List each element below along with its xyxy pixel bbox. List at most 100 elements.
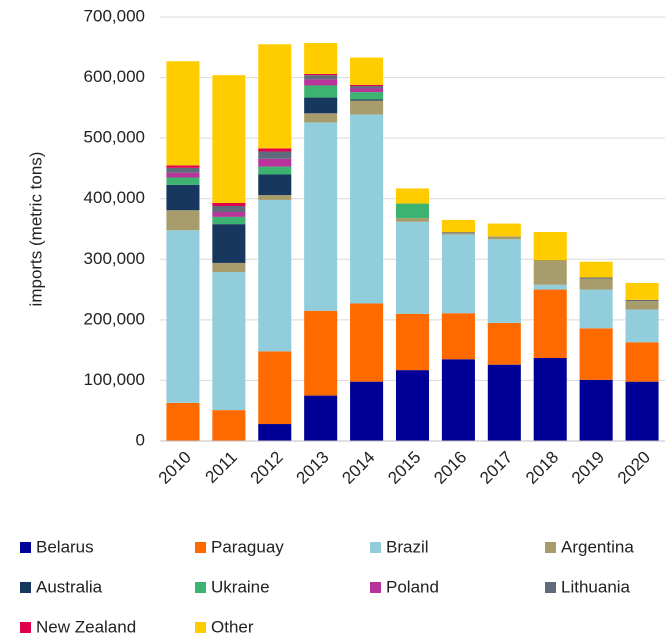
bar-segment bbox=[533, 232, 567, 261]
bar-segment bbox=[258, 151, 292, 159]
bar-segment bbox=[625, 381, 659, 441]
x-tick-label: 2012 bbox=[247, 448, 287, 488]
legend-swatch bbox=[545, 582, 556, 593]
legend-label: New Zealand bbox=[36, 617, 136, 636]
bar-segment bbox=[533, 260, 567, 262]
bar-segment bbox=[533, 284, 567, 290]
legend-label: Ukraine bbox=[211, 577, 270, 596]
legend-swatch bbox=[195, 542, 206, 553]
x-tick-label: 2020 bbox=[614, 448, 654, 488]
x-tick-label: 2017 bbox=[476, 448, 516, 488]
bar-segment bbox=[350, 88, 384, 93]
legend-label: Other bbox=[211, 617, 254, 636]
bar-segment bbox=[487, 322, 521, 365]
x-tick-label: 2018 bbox=[522, 448, 562, 488]
bar-segment bbox=[166, 165, 200, 168]
y-tick-label: 100,000 bbox=[84, 370, 145, 389]
bar-segment bbox=[487, 364, 521, 441]
legend-swatch bbox=[545, 542, 556, 553]
bar-segment bbox=[166, 230, 200, 403]
bar-segment bbox=[166, 61, 200, 166]
bar-segment bbox=[625, 309, 659, 343]
bar-segment bbox=[395, 203, 430, 219]
bar-segment bbox=[212, 410, 246, 441]
x-tick-label: 2011 bbox=[202, 448, 241, 487]
bar-segment bbox=[304, 85, 338, 98]
bar-segment bbox=[441, 232, 475, 233]
bar-segment bbox=[304, 122, 338, 311]
bar-segment bbox=[395, 218, 430, 222]
bar-segment bbox=[212, 75, 246, 203]
legend-swatch bbox=[20, 582, 31, 593]
legend-label: Poland bbox=[386, 577, 439, 596]
bar-segment bbox=[579, 289, 613, 329]
legend-swatch bbox=[195, 622, 206, 633]
bar-segment bbox=[212, 205, 246, 213]
y-tick-label: 300,000 bbox=[84, 249, 145, 268]
bar-segment bbox=[304, 113, 338, 123]
bar-segment bbox=[212, 224, 246, 263]
legend-label: Paraguay bbox=[211, 537, 284, 556]
bar-segment bbox=[212, 202, 246, 206]
y-tick-label: 0 bbox=[136, 430, 145, 449]
x-tick-label: 2013 bbox=[292, 448, 332, 488]
bar-segment bbox=[258, 174, 292, 196]
legend-label: Brazil bbox=[386, 537, 429, 556]
y-tick-label: 200,000 bbox=[84, 309, 145, 328]
bar-segment bbox=[350, 381, 384, 441]
bar-segment bbox=[304, 395, 338, 441]
bar-segment bbox=[441, 232, 475, 235]
bar-segment bbox=[350, 99, 384, 101]
bar-segment bbox=[625, 299, 659, 302]
bar-segment bbox=[487, 236, 521, 240]
legend-swatch bbox=[195, 582, 206, 593]
bar-segment bbox=[304, 79, 338, 86]
bar-segment bbox=[533, 358, 567, 441]
bar-segment bbox=[350, 303, 384, 382]
bar-segment bbox=[258, 199, 292, 352]
y-tick-label: 700,000 bbox=[84, 6, 145, 25]
legend-swatch bbox=[370, 542, 381, 553]
bar-segment bbox=[350, 100, 384, 115]
bar-segment bbox=[350, 92, 384, 100]
bar-segment bbox=[487, 223, 521, 237]
bar-segment bbox=[625, 342, 659, 382]
bar-segment bbox=[166, 210, 200, 231]
bar-segment bbox=[579, 278, 613, 290]
bar-segment bbox=[212, 216, 246, 225]
x-tick-label: 2014 bbox=[338, 448, 378, 488]
legend-label: Lithuania bbox=[561, 577, 631, 596]
bar-segment bbox=[304, 310, 338, 396]
bar-segment bbox=[579, 379, 613, 441]
bar-segment bbox=[258, 158, 292, 167]
bar-segment bbox=[350, 57, 384, 85]
legend-swatch bbox=[370, 582, 381, 593]
x-tick-label: 2016 bbox=[430, 448, 470, 488]
bar-segment bbox=[258, 351, 292, 425]
x-tick-label: 2019 bbox=[568, 448, 608, 488]
bar-segment bbox=[350, 86, 384, 89]
y-tick-label: 500,000 bbox=[84, 128, 145, 147]
legend-swatch bbox=[20, 622, 31, 633]
bar-segment bbox=[304, 43, 338, 74]
y-axis-label: imports (metric tons) bbox=[26, 152, 45, 307]
bar-segment bbox=[533, 261, 567, 285]
bar-segment bbox=[441, 219, 475, 233]
y-tick-label: 400,000 bbox=[84, 188, 145, 207]
bar-segment bbox=[166, 172, 200, 178]
bar-segment bbox=[212, 262, 246, 273]
bar-segment bbox=[304, 73, 338, 76]
bar-segment bbox=[533, 289, 567, 359]
bar-segment bbox=[166, 402, 200, 441]
bar-segment bbox=[304, 97, 338, 114]
legend-label: Argentina bbox=[561, 537, 634, 556]
bar-segment bbox=[395, 221, 430, 314]
bar-segment bbox=[258, 195, 292, 200]
bar-segment bbox=[258, 148, 292, 152]
x-tick-label: 2010 bbox=[155, 448, 195, 488]
bar-segment bbox=[258, 44, 292, 149]
bar-segment bbox=[166, 184, 200, 211]
legend-label: Australia bbox=[36, 577, 103, 596]
bar-segment bbox=[166, 167, 200, 173]
